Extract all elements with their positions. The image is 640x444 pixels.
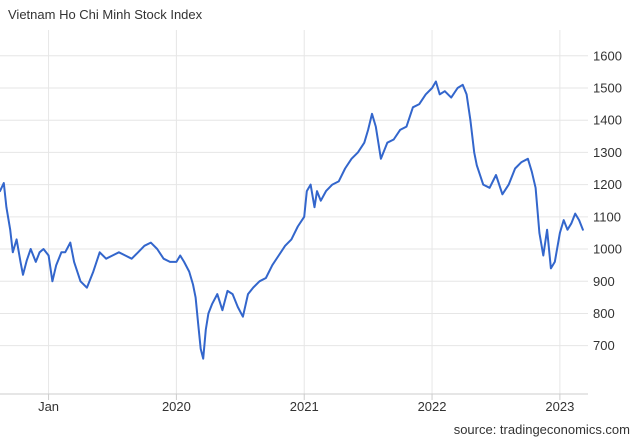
y-tick-label: 1600 — [593, 48, 622, 63]
y-tick-label: 1500 — [593, 80, 622, 95]
y-tick-label: 900 — [593, 274, 615, 289]
source-label: source: tradingeconomics.com — [453, 422, 630, 437]
y-tick-label: 800 — [593, 306, 615, 321]
y-tick-label: 1000 — [593, 242, 622, 257]
y-tick-label: 1400 — [593, 113, 622, 128]
y-tick-label: 1300 — [593, 145, 622, 160]
x-tick-label: 2023 — [545, 399, 574, 414]
x-tick-label: 2022 — [418, 399, 447, 414]
x-tick-label: 2021 — [290, 399, 319, 414]
chart-title: Vietnam Ho Chi Minh Stock Index — [8, 7, 203, 22]
series-line — [0, 80, 584, 360]
x-tick-label: 2020 — [162, 399, 191, 414]
y-tick-label: 1100 — [593, 209, 621, 224]
y-tick-label: 1200 — [593, 177, 622, 192]
x-tick-label: Jan — [38, 399, 59, 414]
y-tick-label: 700 — [593, 338, 615, 353]
